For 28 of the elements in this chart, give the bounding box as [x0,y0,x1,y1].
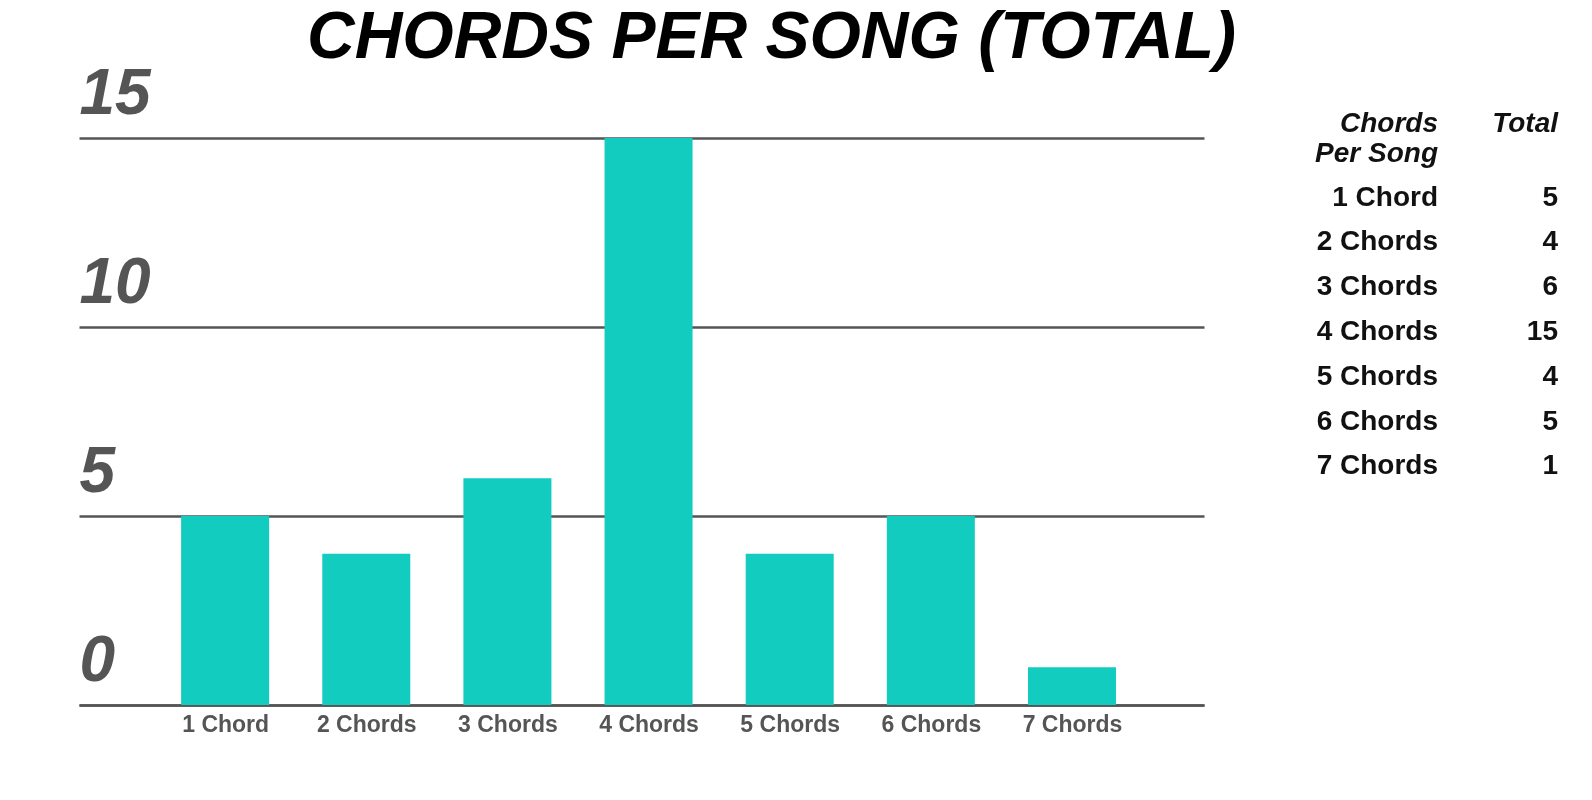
category-label: 2 Chords [1316,225,1438,257]
y-tick-label: 10 [79,244,151,317]
text: Total [1492,107,1560,138]
text: Chords Per Song [1315,107,1438,168]
x-tick-label: 4 Chords [599,710,699,737]
chart-title: CHORDS PER SONG (TOTAL) [307,0,1236,72]
text: 5 [1542,404,1558,436]
category-label: 4 Chords [1316,314,1438,346]
category-label: 5 Chords [1316,359,1438,391]
text: 5 [1542,180,1558,212]
x-tick-label: 7 Chords [1022,710,1123,737]
category-label: 3 Chords [1316,270,1438,302]
x-tick-label: 6 Chords [881,710,982,737]
y-tick-label: 5 [79,433,117,506]
text: 15 [1526,314,1558,346]
x-tick-label: 1 Chord [182,710,270,737]
text: 1 [1542,449,1558,481]
y-tick-label: 15 [79,55,153,128]
text: 4 [1542,359,1559,391]
x-tick-label: 2 Chords [316,710,417,737]
category-label: 7 Chords [1316,449,1438,481]
y-tick-label: 0 [79,622,116,695]
x-tick-label: 5 Chords [740,710,841,737]
text: 4 [1542,225,1559,257]
text: 6 [1542,270,1558,302]
category-label: 1 Chord [1332,180,1438,212]
category-label: 6 Chords [1316,404,1438,436]
x-tick-label: 3 Chords [458,710,558,737]
